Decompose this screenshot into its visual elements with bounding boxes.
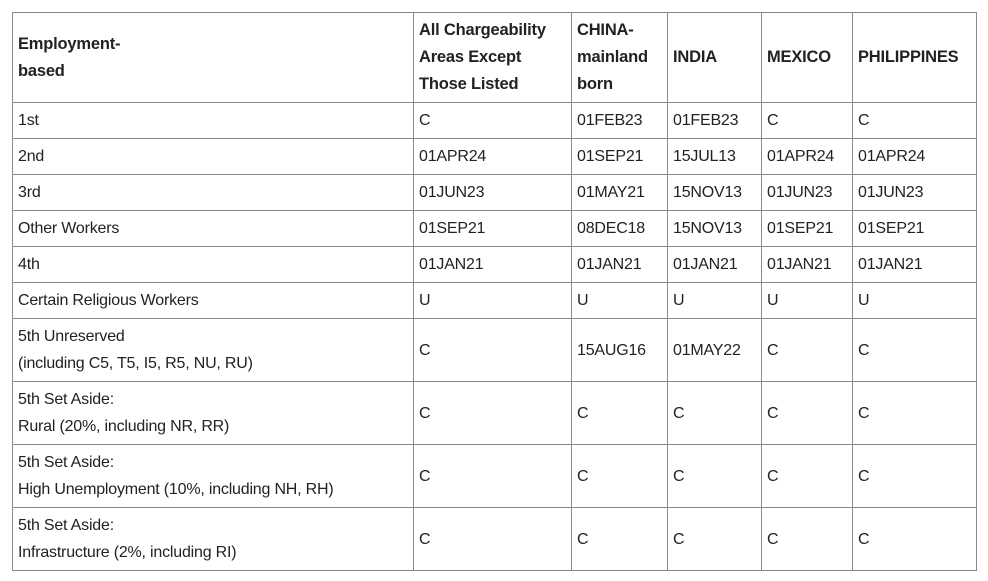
category-label: 5th Set Aside:	[18, 517, 114, 534]
table-row: Certain Religious Workers U U U U U	[12, 282, 977, 319]
date-cell: C	[667, 507, 762, 571]
category-label: 5th Set Aside:	[18, 454, 114, 471]
date-cell: C	[761, 444, 853, 508]
date-cell: 15NOV13	[667, 210, 762, 247]
category-label: 5th Set Aside:	[18, 391, 114, 408]
category-label: 4th	[18, 256, 40, 273]
date-cell: 01JUN23	[852, 174, 977, 211]
date-cell: 15NOV13	[667, 174, 762, 211]
date-cell: 01APR24	[852, 138, 977, 175]
date-cell: C	[571, 381, 668, 445]
date-cell: 01APR24	[413, 138, 572, 175]
row-category: 1st	[12, 102, 414, 139]
date-cell: C	[571, 444, 668, 508]
date-cell: C	[852, 102, 977, 139]
table-row: Other Workers 01SEP21 08DEC18 15NOV13 01SEP2…	[12, 210, 977, 247]
date-cell: C	[761, 102, 853, 139]
date-cell: 01JUN23	[761, 174, 853, 211]
date-cell: 01MAY21	[571, 174, 668, 211]
date-cell: C	[761, 507, 853, 571]
row-category: 2nd	[12, 138, 414, 175]
table-row: 5th Set Aside: Infrastructure (2%, includ…	[12, 507, 977, 571]
header-row: Employment- based All Chargeability Area…	[12, 12, 977, 103]
header-mexico: MEXICO	[761, 12, 853, 103]
date-cell: C	[413, 318, 572, 382]
date-cell: 15JUL13	[667, 138, 762, 175]
header-philippines: PHILIPPINES	[852, 12, 977, 103]
category-label: 2nd	[18, 148, 45, 165]
category-label: 1st	[18, 112, 39, 129]
date-cell: C	[852, 507, 977, 571]
category-label: Certain Religious Workers	[18, 292, 199, 309]
category-label: 3rd	[18, 184, 41, 201]
row-category: 5th Unreserved (including C5, T5, I5, R5,…	[12, 318, 414, 382]
row-category: Other Workers	[12, 210, 414, 247]
row-category: 5th Set Aside: High Unemployment (10%, in…	[12, 444, 414, 508]
date-cell: C	[413, 444, 572, 508]
date-cell: U	[667, 282, 762, 319]
date-cell: 01SEP21	[571, 138, 668, 175]
header-all-chargeability: All Chargeability Areas Except Those Lis…	[413, 12, 572, 103]
date-cell: 01JAN21	[852, 246, 977, 283]
row-category: 3rd	[12, 174, 414, 211]
date-cell: 01SEP21	[761, 210, 853, 247]
date-cell: C	[852, 381, 977, 445]
table-row: 1st C 01FEB23 01FEB23 C C	[12, 102, 977, 139]
category-label: Other Workers	[18, 220, 120, 237]
date-cell: 01MAY22	[667, 318, 762, 382]
subcategory-label: Rural (20%, including NR, RR)	[18, 418, 230, 435]
table-row: 5th Set Aside: Rural (20%, including NR, …	[12, 381, 977, 445]
table-row: 4th 01JAN21 01JAN21 01JAN21 01JAN21 01JAN21	[12, 246, 977, 283]
visa-bulletin-table: Employment- based All Chargeability Area…	[12, 12, 977, 571]
subcategory-label: High Unemployment (10%, including NH, RH…	[18, 481, 334, 498]
date-cell: 15AUG16	[571, 318, 668, 382]
date-cell: 01JAN21	[667, 246, 762, 283]
header-employment-based: Employment- based	[12, 12, 414, 103]
date-cell: U	[571, 282, 668, 319]
date-cell: 01SEP21	[852, 210, 977, 247]
subcategory-label: Infrastructure (2%, including RI)	[18, 544, 237, 561]
date-cell: 01SEP21	[413, 210, 572, 247]
row-category: Certain Religious Workers	[12, 282, 414, 319]
date-cell: U	[761, 282, 853, 319]
date-cell: C	[852, 318, 977, 382]
date-cell: U	[413, 282, 572, 319]
header-india: INDIA	[667, 12, 762, 103]
date-cell: 01JAN21	[413, 246, 572, 283]
date-cell: C	[667, 444, 762, 508]
row-category: 4th	[12, 246, 414, 283]
table-row: 2nd 01APR24 01SEP21 15JUL13 01APR24 01APR24	[12, 138, 977, 175]
row-category: 5th Set Aside: Rural (20%, including NR, …	[12, 381, 414, 445]
date-cell: 01FEB23	[667, 102, 762, 139]
date-cell: 01JAN21	[571, 246, 668, 283]
category-label: 5th Unreserved	[18, 328, 125, 345]
date-cell: C	[413, 507, 572, 571]
header-china: CHINA-mainland born	[571, 12, 668, 103]
date-cell: 01JAN21	[761, 246, 853, 283]
date-cell: C	[413, 381, 572, 445]
date-cell: 01FEB23	[571, 102, 668, 139]
table-row: 5th Set Aside: High Unemployment (10%, in…	[12, 444, 977, 508]
date-cell: C	[761, 381, 853, 445]
date-cell: 01JUN23	[413, 174, 572, 211]
date-cell: U	[852, 282, 977, 319]
date-cell: C	[761, 318, 853, 382]
date-cell: C	[413, 102, 572, 139]
row-category: 5th Set Aside: Infrastructure (2%, includ…	[12, 507, 414, 571]
table-row: 3rd 01JUN23 01MAY21 15NOV13 01JUN23 01JUN23	[12, 174, 977, 211]
table-row: 5th Unreserved (including C5, T5, I5, R5,…	[12, 318, 977, 382]
date-cell: C	[571, 507, 668, 571]
date-cell: 08DEC18	[571, 210, 668, 247]
date-cell: C	[852, 444, 977, 508]
date-cell: C	[667, 381, 762, 445]
date-cell: 01APR24	[761, 138, 853, 175]
subcategory-label: (including C5, T5, I5, R5, NU, RU)	[18, 355, 253, 372]
